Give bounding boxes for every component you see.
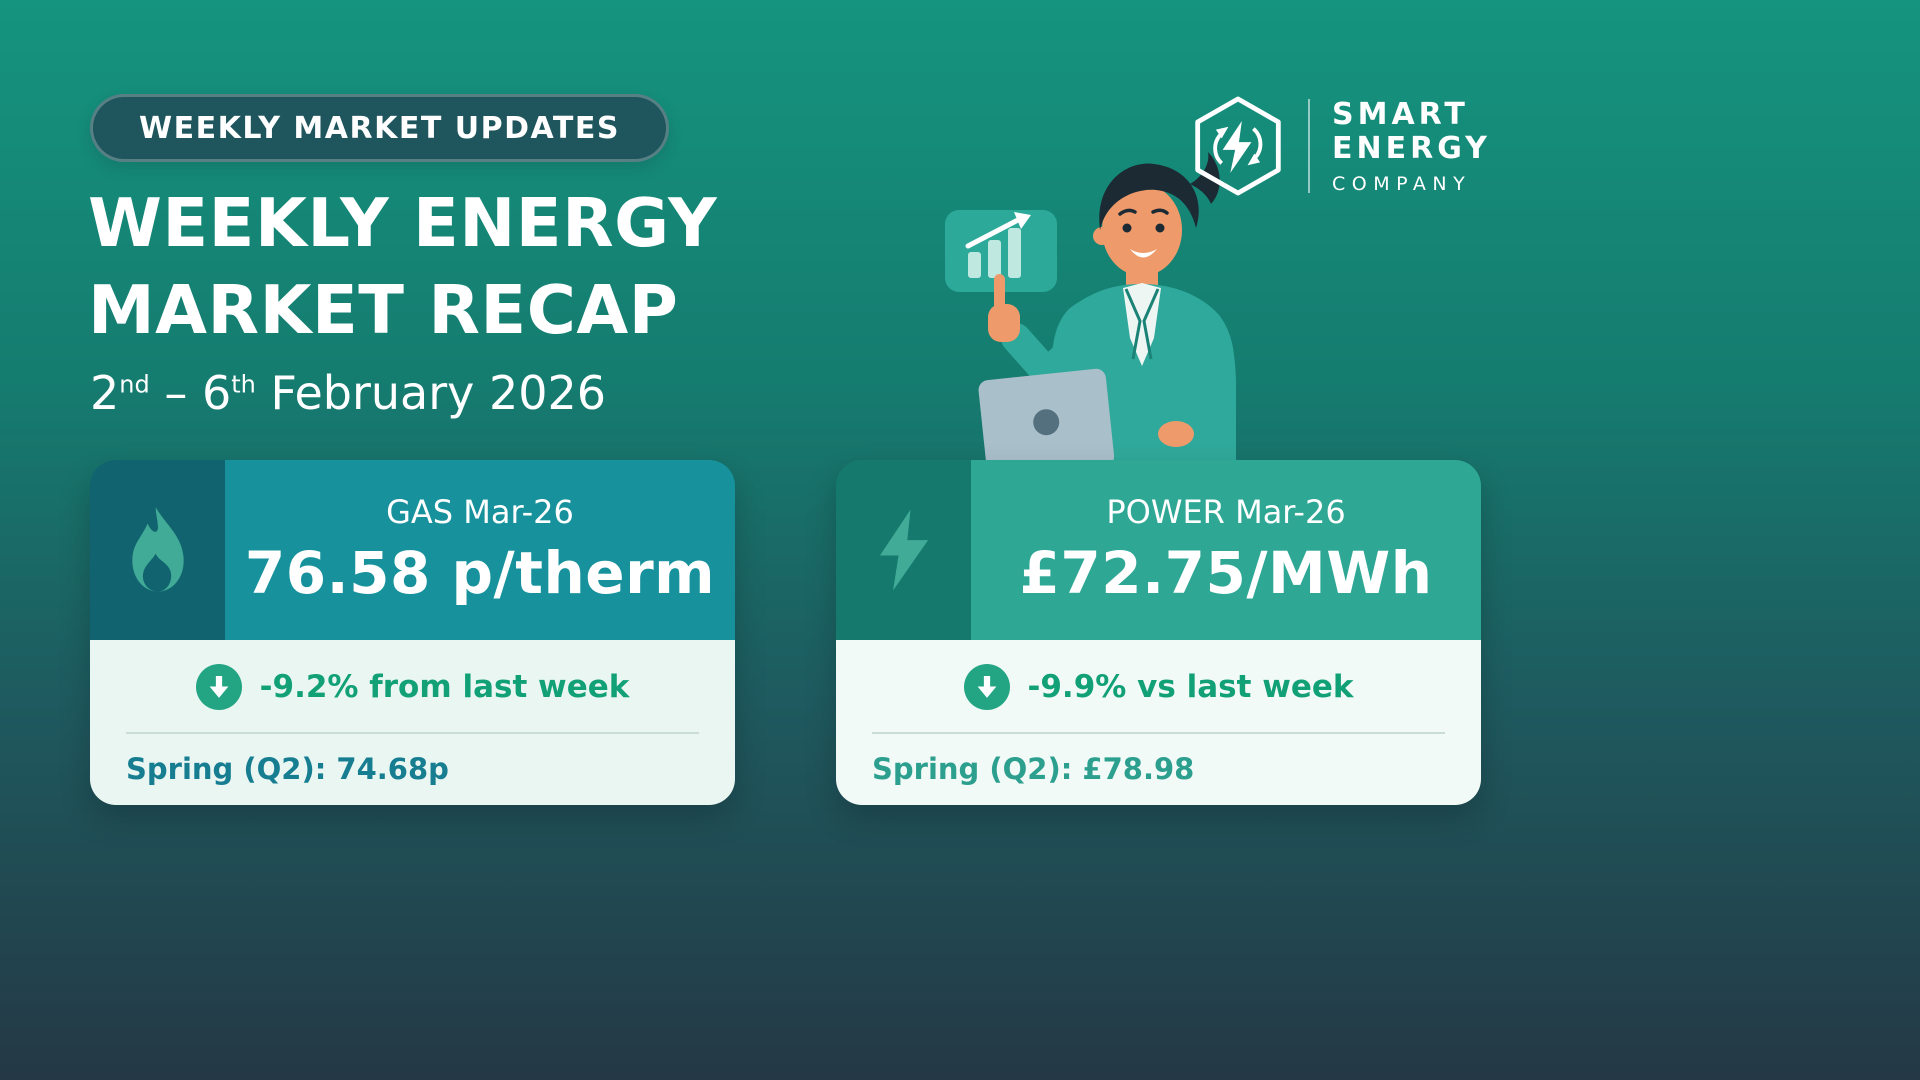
date-day-start: 2	[90, 366, 120, 420]
date-ordinal-2: th	[231, 370, 256, 399]
gas-price-card: GAS Mar-26 76.58 p/therm -9.2% from last…	[90, 460, 735, 805]
badge-label: WEEKLY MARKET UPDATES	[139, 110, 620, 146]
logo-divider	[1308, 99, 1310, 193]
bolt-icon	[879, 509, 928, 591]
date-ordinal-1: nd	[119, 370, 150, 399]
power-price-value: £72.75/MWh	[1019, 539, 1433, 607]
date-range: 2nd – 6th February 2026	[90, 366, 606, 420]
gas-weekly-change: -9.2% from last week	[259, 669, 630, 705]
chart-icon	[945, 210, 1057, 292]
date-month-year: February 2026	[255, 366, 607, 420]
power-contract-label: POWER Mar-26	[1106, 493, 1346, 531]
page-title: WEEKLY ENERGY MARKET RECAP	[88, 180, 717, 354]
gas-icon-panel	[90, 460, 225, 640]
laptop-icon	[978, 368, 1115, 472]
company-logo: SMART ENERGY COMPANY	[1190, 96, 1491, 196]
down-arrow-glyph	[209, 675, 229, 698]
logo-text: SMART ENERGY COMPANY	[1332, 96, 1491, 195]
gas-divider	[126, 732, 699, 734]
analyst-illustration	[945, 152, 1236, 472]
logo-name-line1: SMART	[1332, 96, 1469, 132]
power-change-row: -9.9% vs last week	[872, 664, 1445, 710]
power-card-header: POWER Mar-26 £72.75/MWh	[836, 460, 1481, 640]
logo-name-line3: COMPANY	[1332, 172, 1472, 195]
title-line-1: WEEKLY ENERGY	[88, 184, 718, 262]
gas-contract-label: GAS Mar-26	[386, 493, 574, 531]
title-line-2: MARKET RECAP	[88, 271, 679, 350]
power-weekly-change: -9.9% vs last week	[1027, 669, 1354, 705]
flame-icon	[131, 507, 184, 592]
logo-name-line2: ENERGY	[1332, 130, 1491, 166]
power-card-body: -9.9% vs last week Spring (Q2): £78.98	[836, 640, 1481, 805]
power-forward-price: Spring (Q2): £78.98	[872, 752, 1195, 786]
down-arrow-icon	[195, 664, 242, 710]
power-icon-panel	[836, 460, 971, 640]
power-price-card: POWER Mar-26 £72.75/MWh -9.9% vs last we…	[836, 460, 1481, 805]
energy-logo-icon	[1195, 96, 1281, 196]
gas-price-value: 76.58 p/therm	[244, 539, 716, 607]
gas-change-row: -9.2% from last week	[126, 664, 699, 710]
gas-header-panel: GAS Mar-26 76.58 p/therm	[225, 460, 735, 640]
gas-card-header: GAS Mar-26 76.58 p/therm	[90, 460, 735, 640]
gas-card-body: -9.2% from last week Spring (Q2): 74.68p	[90, 640, 735, 805]
power-divider	[872, 732, 1445, 734]
date-separator: – 6	[149, 366, 232, 420]
down-arrow-glyph	[977, 675, 996, 698]
gas-forward-price: Spring (Q2): 74.68p	[126, 752, 449, 786]
weekly-updates-badge: WEEKLY MARKET UPDATES	[90, 94, 669, 162]
power-header-panel: POWER Mar-26 £72.75/MWh	[971, 460, 1481, 640]
down-arrow-icon	[963, 664, 1010, 710]
